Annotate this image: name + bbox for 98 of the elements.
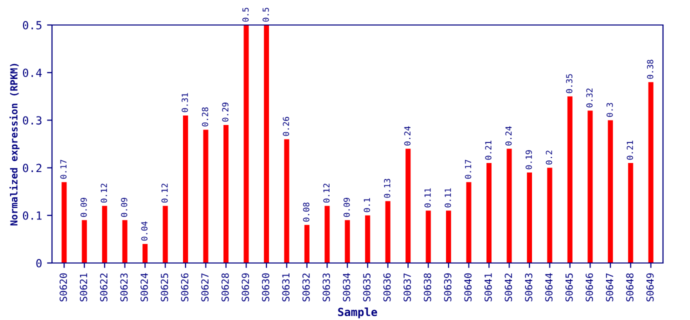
bar xyxy=(244,25,249,263)
x-tick-label: S0630 xyxy=(262,273,270,302)
x-tick-label: S0641 xyxy=(484,273,492,302)
x-tick-label: S0633 xyxy=(322,273,330,302)
data-label: 0.11 xyxy=(424,188,431,208)
y-tick-label: 0.5 xyxy=(22,21,42,30)
x-tick-label: S0635 xyxy=(363,274,370,302)
x-tick-label: S0640 xyxy=(464,273,472,302)
x-tick-label: S0648 xyxy=(626,273,634,302)
bar xyxy=(506,148,512,263)
x-tick-label: S0620 xyxy=(60,273,67,302)
y-tick-label: 0.1 xyxy=(22,211,42,220)
x-tick-label: S0647 xyxy=(606,273,614,302)
x-tick-label: S0631 xyxy=(282,273,290,302)
x-tick-label: S0637 xyxy=(404,273,411,302)
bar xyxy=(406,148,411,263)
data-label: 0.21 xyxy=(626,140,634,160)
y-axis-title: Normalized expression (RPKM) xyxy=(10,64,20,226)
x-tick-label: S0632 xyxy=(302,274,310,302)
bar xyxy=(526,172,532,263)
bar xyxy=(122,220,128,263)
data-label: 0.04 xyxy=(141,222,148,241)
bar xyxy=(284,139,290,263)
data-label: 0.12 xyxy=(100,184,108,203)
data-label: 0.3 xyxy=(606,102,613,117)
x-tick-label: S0646 xyxy=(586,273,594,302)
bar xyxy=(385,201,390,263)
x-tick-label: S0639 xyxy=(444,273,452,302)
bar xyxy=(82,220,87,263)
bar xyxy=(608,120,613,263)
bar xyxy=(142,244,148,263)
x-tick-label: S0624 xyxy=(140,273,148,302)
data-label: 0.24 xyxy=(404,126,411,146)
x-tick-label: S0638 xyxy=(424,273,432,302)
x-tick-label: S0621 xyxy=(80,273,88,302)
bar xyxy=(264,25,269,263)
x-tick-label: S0634 xyxy=(342,273,350,302)
x-tick-label: S0626 xyxy=(181,273,188,302)
bar xyxy=(304,224,310,263)
bar xyxy=(547,168,552,263)
data-label: 0.29 xyxy=(222,102,228,122)
bar xyxy=(628,163,634,263)
bar xyxy=(486,163,492,263)
x-tick-label: S0625 xyxy=(160,274,168,302)
bar xyxy=(365,215,370,263)
bar xyxy=(426,210,431,263)
bar xyxy=(466,182,472,263)
data-label: 0.12 xyxy=(161,184,168,203)
x-tick-label: S0644 xyxy=(545,273,553,302)
data-label: 0.26 xyxy=(282,116,290,136)
x-tick-label: S0623 xyxy=(120,273,128,302)
data-label: 0.09 xyxy=(344,198,350,217)
y-tick-label: 0.2 xyxy=(22,164,42,172)
bar xyxy=(102,206,108,263)
x-tick-label: S0643 xyxy=(524,273,532,302)
bar xyxy=(567,96,572,263)
bar xyxy=(446,210,452,263)
data-label: 0.35 xyxy=(566,74,572,94)
y-tick-label: 0 xyxy=(36,259,42,268)
data-label: 0.28 xyxy=(202,107,208,126)
bar xyxy=(183,115,188,263)
data-label: 0.11 xyxy=(444,188,451,208)
data-label: 0.1 xyxy=(364,198,370,212)
x-tick-label: S0636 xyxy=(383,273,391,302)
bar xyxy=(344,220,350,263)
bar xyxy=(223,124,229,263)
x-tick-label: S0627 xyxy=(201,273,209,302)
bar xyxy=(588,110,593,263)
data-label: 0.09 xyxy=(80,198,87,217)
x-tick-label: S0628 xyxy=(221,273,229,302)
data-label: 0.5 xyxy=(262,8,269,22)
x-tick-label: S0629 xyxy=(242,273,250,302)
x-tick-label: S0649 xyxy=(646,273,654,302)
data-label: 0.17 xyxy=(464,160,472,179)
data-label: 0.19 xyxy=(526,150,532,170)
x-axis-title: Sample xyxy=(338,308,378,318)
x-tick-label: S0642 xyxy=(504,274,512,302)
bar xyxy=(162,206,168,263)
data-label: 0.38 xyxy=(647,60,654,79)
data-label: 0.12 xyxy=(323,184,330,203)
data-label: 0.32 xyxy=(586,88,593,108)
data-label: 0.08 xyxy=(303,202,310,222)
bar xyxy=(648,82,654,263)
data-label: 0.24 xyxy=(505,126,512,146)
x-tick-label: S0645 xyxy=(565,274,573,302)
data-label: 0.31 xyxy=(182,93,188,112)
data-label: 0.2 xyxy=(546,150,552,164)
bar xyxy=(324,206,330,263)
y-tick-label: 0.4 xyxy=(22,68,42,78)
data-label: 0.17 xyxy=(60,160,67,179)
bar xyxy=(203,130,208,263)
data-label: 0.5 xyxy=(242,8,249,22)
data-label: 0.13 xyxy=(384,178,390,198)
bar xyxy=(62,182,67,263)
x-tick-label: S0622 xyxy=(100,274,108,302)
y-tick-label: 0.3 xyxy=(22,116,42,125)
data-label: 0.09 xyxy=(120,198,128,217)
data-label: 0.21 xyxy=(485,140,492,160)
